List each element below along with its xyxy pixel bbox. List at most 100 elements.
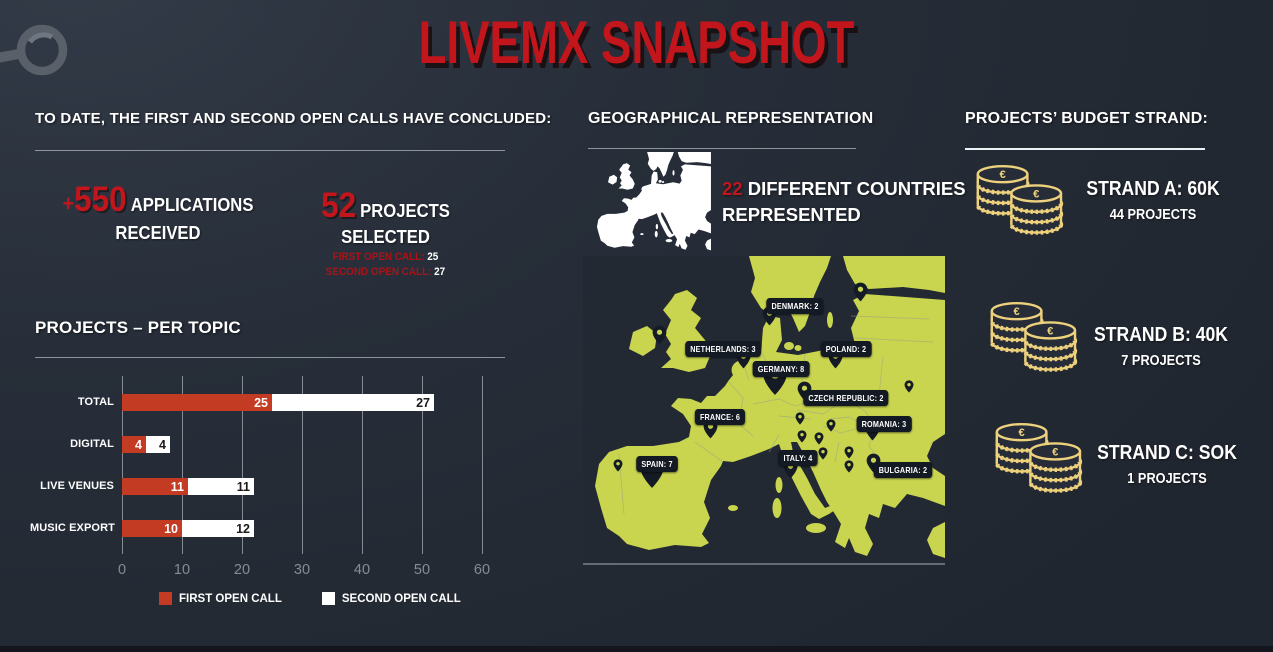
strand-a-title: STRAND A: 60K xyxy=(1086,178,1220,200)
x-axis-tick: 30 xyxy=(293,562,311,578)
selected-label: PROJECTS SELECTED xyxy=(341,200,450,247)
chart-row: MUSIC EXPORT 10 12 xyxy=(30,520,254,537)
applications-label-line2: RECEIVED xyxy=(115,222,201,243)
bar-segment-second-open-call: 11 xyxy=(188,478,254,495)
map-country-label: CZECH REPUBLIC: 2 xyxy=(803,390,889,406)
chart-title: PROJECTS – PER TOPIC xyxy=(35,318,241,337)
gridline xyxy=(362,376,363,554)
map-overlay: DENMARK: 2 NETHERLANDS: 3 POLAND: 2 GERMANY… xyxy=(583,256,945,563)
europe-map: DENMARK: 2 NETHERLANDS: 3 POLAND: 2 GERMANY… xyxy=(583,256,945,565)
coins-icon xyxy=(987,300,1083,380)
applications-plus: + xyxy=(62,191,75,216)
x-axis-tick: 10 xyxy=(173,562,191,578)
map-country-label: ROMANIA: 3 xyxy=(856,416,912,432)
legend-item: SECOND OPEN CALL xyxy=(321,592,461,605)
strand-b-projects: 7 PROJECTS xyxy=(1121,353,1201,369)
gridline xyxy=(242,376,243,554)
page-title: LIVEMX SNAPSHOT xyxy=(418,9,855,76)
map-country-label: BULGARIA: 2 xyxy=(873,462,933,478)
map-country-label: POLAND: 2 xyxy=(820,341,872,357)
map-pin-pin-7 xyxy=(844,446,854,459)
bar-segment-second-open-call: 27 xyxy=(272,394,434,411)
magnifier-icon xyxy=(0,24,68,76)
section-divider xyxy=(965,148,1205,150)
open-calls-heading: TO DATE, THE FIRST AND SECOND OPEN CALLS… xyxy=(35,110,552,127)
coins-icon xyxy=(992,421,1088,501)
map-pin-pin-1 xyxy=(904,380,914,393)
legend-label: SECOND OPEN CALL xyxy=(341,592,461,605)
strand-a: STRAND A: 60K 44 PROJECTS xyxy=(1069,178,1236,223)
map-country-label: GERMANY: 8 xyxy=(752,361,810,377)
legend-label: FIRST OPEN CALL xyxy=(179,592,282,605)
x-axis-tick: 60 xyxy=(473,562,491,578)
map-country-label: NETHERLANDS: 3 xyxy=(685,341,761,357)
bar-segment-first-open-call: 10 xyxy=(122,520,182,537)
chart-category-label: LIVE VENUES xyxy=(40,480,114,492)
budget-heading: PROJECTS’ BUDGET STRAND: xyxy=(965,110,1209,127)
map-pin-estonia xyxy=(853,282,867,302)
legend-swatch xyxy=(159,592,172,605)
bar-segment-second-open-call: 12 xyxy=(182,520,254,537)
selected-number: 52 xyxy=(321,186,357,225)
gridline xyxy=(482,376,483,554)
section-divider xyxy=(588,148,856,149)
gridline xyxy=(182,376,183,554)
x-axis-tick: 40 xyxy=(353,562,371,578)
x-axis-tick: 0 xyxy=(117,562,127,578)
map-pin-pin-8 xyxy=(818,447,828,460)
chart-legend: FIRST OPEN CALL SECOND OPEN CALL xyxy=(159,592,461,605)
countries-caption: 22 DIFFERENT COUNTRIES REPRESENTED xyxy=(722,178,966,225)
bar-segment-first-open-call: 4 xyxy=(122,436,146,453)
strand-c-projects: 1 PROJECTS xyxy=(1127,471,1207,487)
map-country-label: DENMARK: 2 xyxy=(766,298,824,314)
gridline xyxy=(122,376,123,554)
map-pin-ireland xyxy=(652,325,666,345)
applications-stat: +550 APPLICATIONS RECEIVED xyxy=(55,180,260,244)
map-country-label: SPAIN: 7 xyxy=(636,456,678,472)
bottom-strip xyxy=(0,646,1273,652)
strand-b-title: STRAND B: 40K xyxy=(1094,324,1228,346)
map-pin-pin-4 xyxy=(826,419,836,432)
strand-c-title: STRAND C: SOK xyxy=(1097,442,1237,464)
gridline xyxy=(422,376,423,554)
strand-a-projects: 44 PROJECTS xyxy=(1109,207,1197,223)
geography-heading: GEOGRAPHICAL REPRESENTATION xyxy=(588,110,874,127)
selected-stat: 52 PROJECTS SELECTED FIRST OPEN CALL: 25… xyxy=(298,186,474,278)
second-open-call-breakdown: SECOND OPEN CALL: 27 xyxy=(325,266,446,278)
applications-number: 550 xyxy=(74,180,127,219)
map-country-label: ITALY: 4 xyxy=(778,450,818,466)
bar-segment-first-open-call: 25 xyxy=(122,394,272,411)
x-axis-tick: 50 xyxy=(413,562,431,578)
chart-category-label: DIGITAL xyxy=(70,438,114,450)
bar-segment-second-open-call: 4 xyxy=(146,436,170,453)
strand-c: STRAND C: SOK 1 PROJECTS xyxy=(1083,442,1250,487)
map-pin-pin-3 xyxy=(795,412,805,425)
coins-icon xyxy=(973,163,1069,243)
chart-row: TOTAL 25 27 xyxy=(78,394,434,411)
chart-category-label: MUSIC EXPORT xyxy=(30,522,115,534)
section-divider xyxy=(35,150,505,151)
map-pin-pin-6 xyxy=(814,432,824,445)
applications-label: APPLICATIONS xyxy=(130,194,254,215)
map-pin-pin-9 xyxy=(844,460,854,473)
map-pin-pin-2 xyxy=(613,459,623,472)
bar-segment-first-open-call: 11 xyxy=(122,478,188,495)
x-axis-tick: 20 xyxy=(233,562,251,578)
strand-b: STRAND B: 40K 7 PROJECTS xyxy=(1077,324,1244,369)
legend-item: FIRST OPEN CALL xyxy=(159,592,282,605)
x-axis: 0 10 20 30 40 50 60 xyxy=(118,562,514,582)
countries-number: 22 xyxy=(722,178,743,199)
chart-row: DIGITAL 4 4 xyxy=(70,436,170,453)
chart-plot-area xyxy=(122,376,514,554)
map-country-label: FRANCE: 6 xyxy=(694,409,746,425)
first-open-call-breakdown: FIRST OPEN CALL: 25 xyxy=(332,251,439,263)
chart-row: LIVE VENUES 11 11 xyxy=(40,478,254,495)
map-pin-pin-5 xyxy=(797,430,807,443)
europe-silhouette-icon xyxy=(596,152,711,251)
chart-category-label: TOTAL xyxy=(77,396,114,408)
section-divider xyxy=(35,357,505,358)
gridline xyxy=(302,376,303,554)
projects-per-topic-chart: TOTAL 25 27 DIGITAL 4 4 LIVE VENUES 11 11 MUSIC E… xyxy=(30,368,515,618)
legend-swatch xyxy=(321,592,335,605)
